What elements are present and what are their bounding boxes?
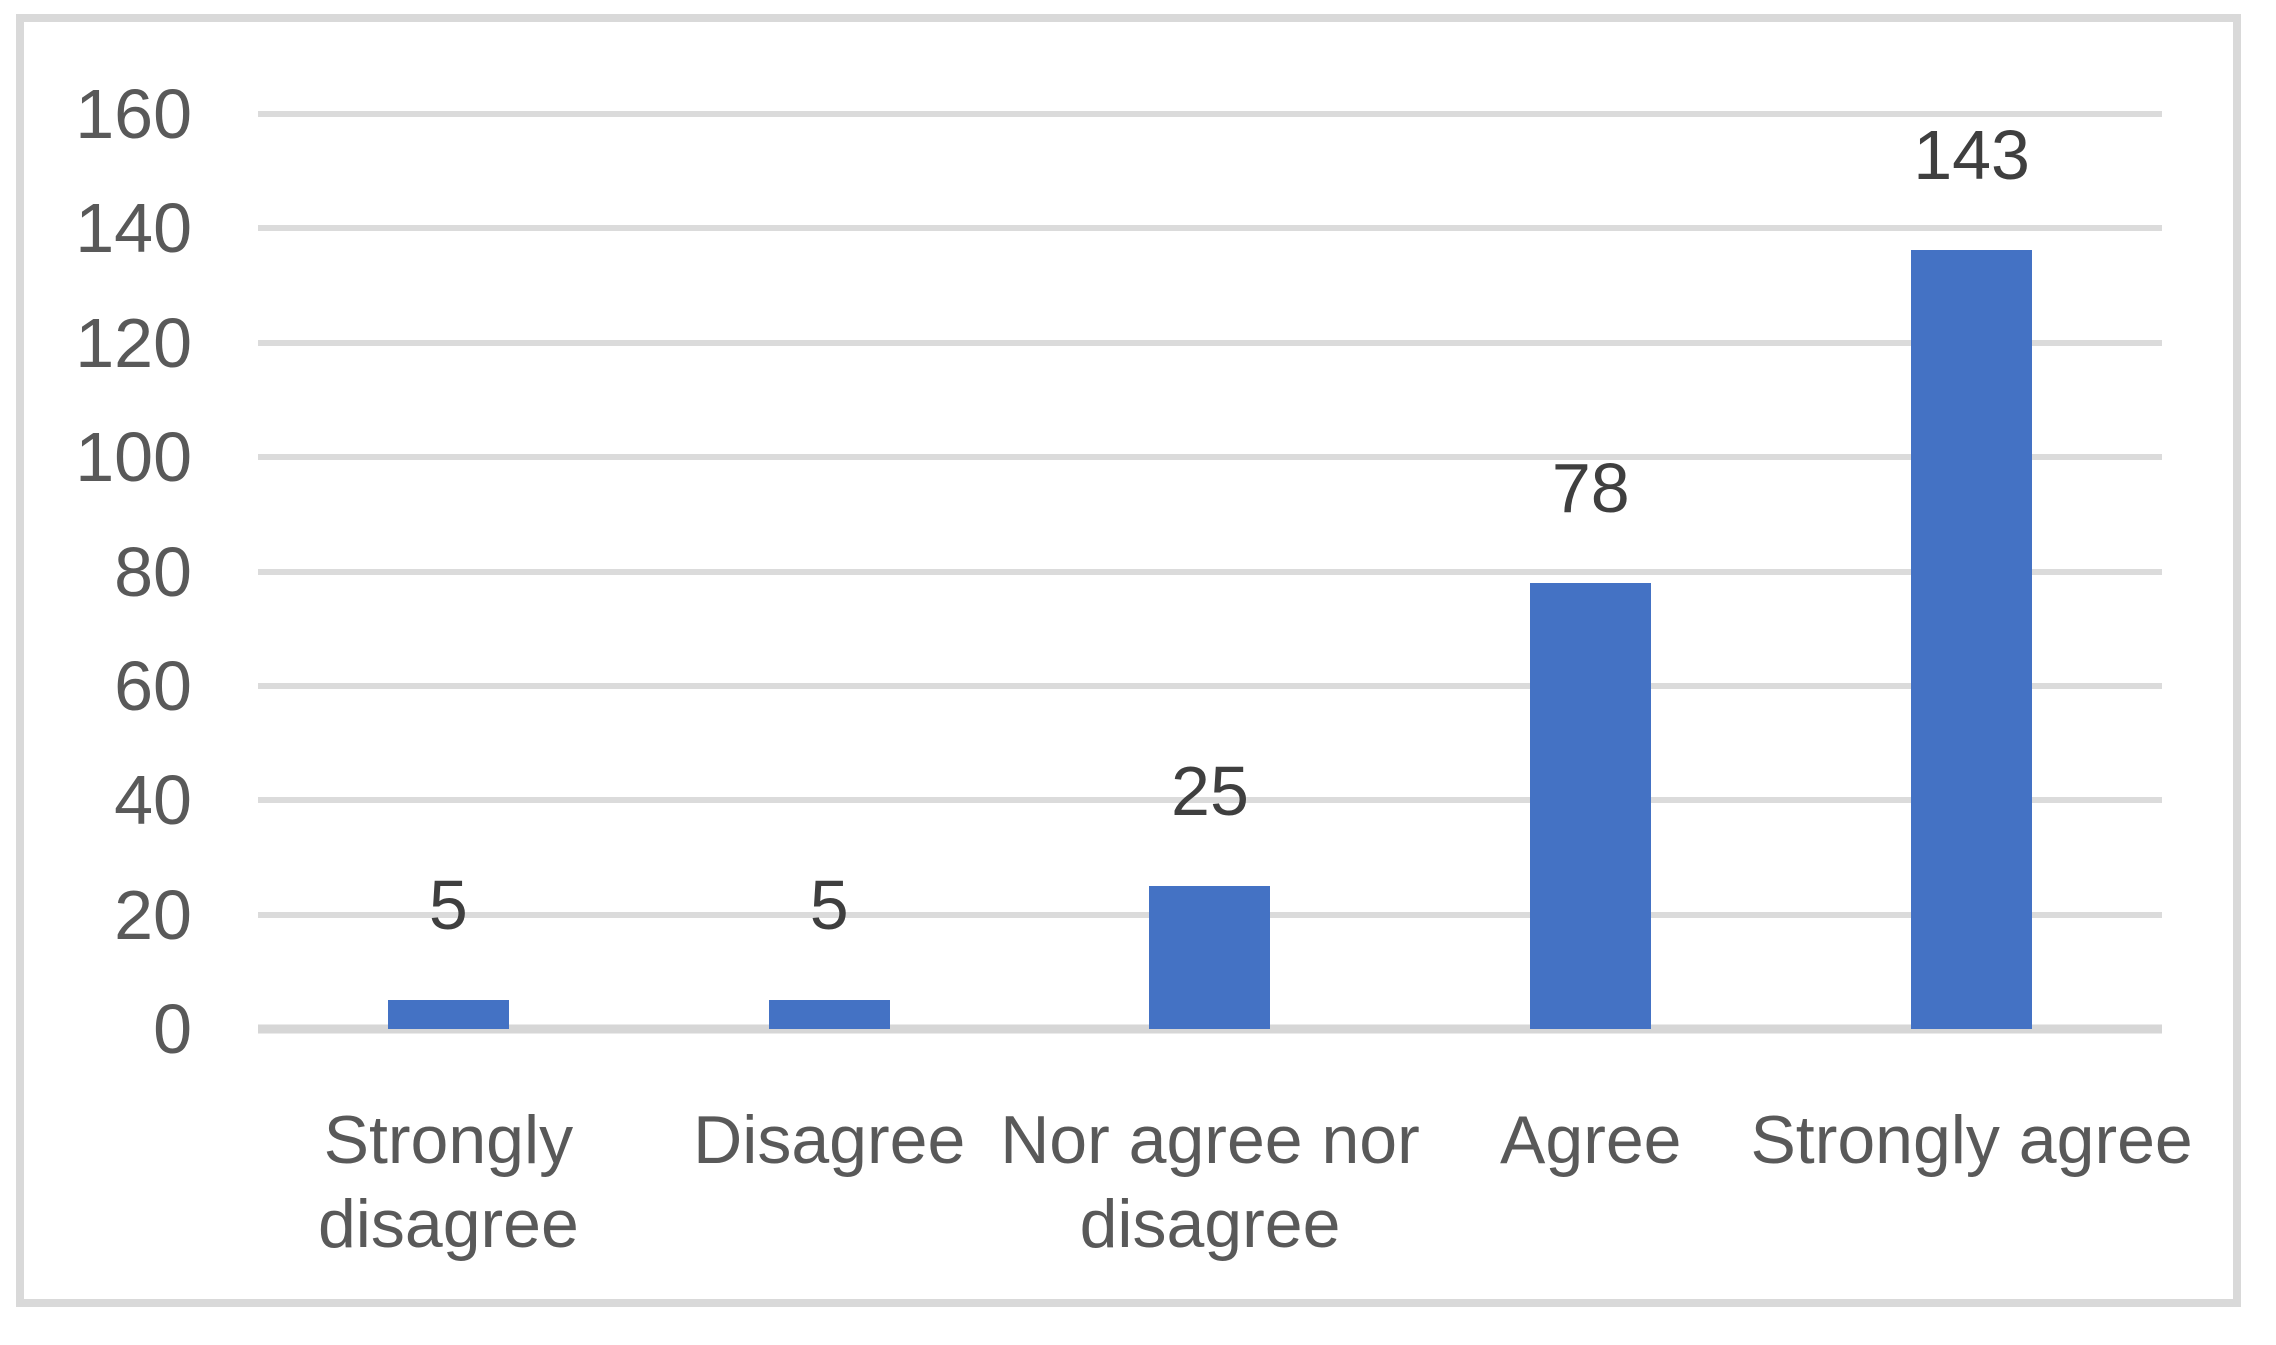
y-tick-60: 60 — [114, 646, 192, 725]
bar-disagree — [768, 1000, 890, 1029]
bar-slot-strongly-disagree: 5 — [258, 114, 639, 1029]
y-tick-140: 140 — [75, 189, 192, 268]
data-label-nor-agree-nor-disagree: 25 — [1171, 752, 1249, 831]
y-tick-20: 20 — [114, 875, 192, 954]
data-label-disagree: 5 — [809, 866, 849, 945]
chart-inner: 160 140 120 100 80 60 40 20 0 — [24, 22, 2233, 1299]
gridline-80 — [258, 568, 2162, 575]
y-tick-0: 0 — [153, 990, 192, 1068]
bar-slot-nor-agree-nor-disagree: 25 — [1020, 114, 1401, 1029]
bars-row: 5 5 25 78 14 — [258, 114, 2162, 1029]
category-label-strongly-disagree: Strongly disagree — [317, 1102, 579, 1262]
bar-strongly-disagree — [387, 1000, 509, 1029]
data-label-agree: 78 — [1551, 448, 1630, 527]
x-axis-line — [258, 1024, 2162, 1034]
bar-slot-disagree: 5 — [639, 114, 1020, 1029]
category-label-nor-agree-nor-disagree: Nor agree nor disagree — [1000, 1102, 1420, 1262]
bar-slot-agree: 78 — [1400, 114, 1781, 1029]
y-tick-160: 160 — [75, 75, 192, 153]
chart-frame: 160 140 120 100 80 60 40 20 0 — [16, 14, 2241, 1307]
y-tick-80: 80 — [114, 532, 192, 611]
bar-strongly-agree — [1911, 250, 2033, 1029]
gridline-160 — [258, 111, 2162, 117]
gridline-100 — [258, 454, 2162, 461]
gridline-60 — [258, 682, 2162, 689]
bar-nor-agree-nor-disagree — [1149, 886, 1271, 1029]
plot-area: 5 5 25 78 14 — [258, 111, 2162, 1034]
data-label-strongly-disagree: 5 — [428, 866, 468, 945]
gridline-120 — [258, 339, 2162, 346]
category-label-disagree: Disagree — [693, 1102, 966, 1178]
data-label-strongly-agree: 143 — [1913, 116, 2030, 194]
y-tick-40: 40 — [114, 761, 192, 840]
y-axis: 160 140 120 100 80 60 40 20 0 — [24, 75, 192, 1068]
gridline-140 — [258, 225, 2162, 232]
bar-slot-strongly-agree: 143 — [1781, 114, 2162, 1029]
category-label-agree: Agree — [1500, 1102, 1682, 1178]
x-axis-category-labels: Strongly disagree Disagree Nor agree nor… — [258, 1098, 2193, 1266]
category-label-strongly-agree: Strongly agree — [1750, 1102, 2193, 1178]
bar-agree — [1530, 582, 1652, 1029]
y-tick-100: 100 — [75, 418, 192, 497]
gridline-40 — [258, 797, 2162, 804]
y-tick-120: 120 — [75, 303, 192, 382]
